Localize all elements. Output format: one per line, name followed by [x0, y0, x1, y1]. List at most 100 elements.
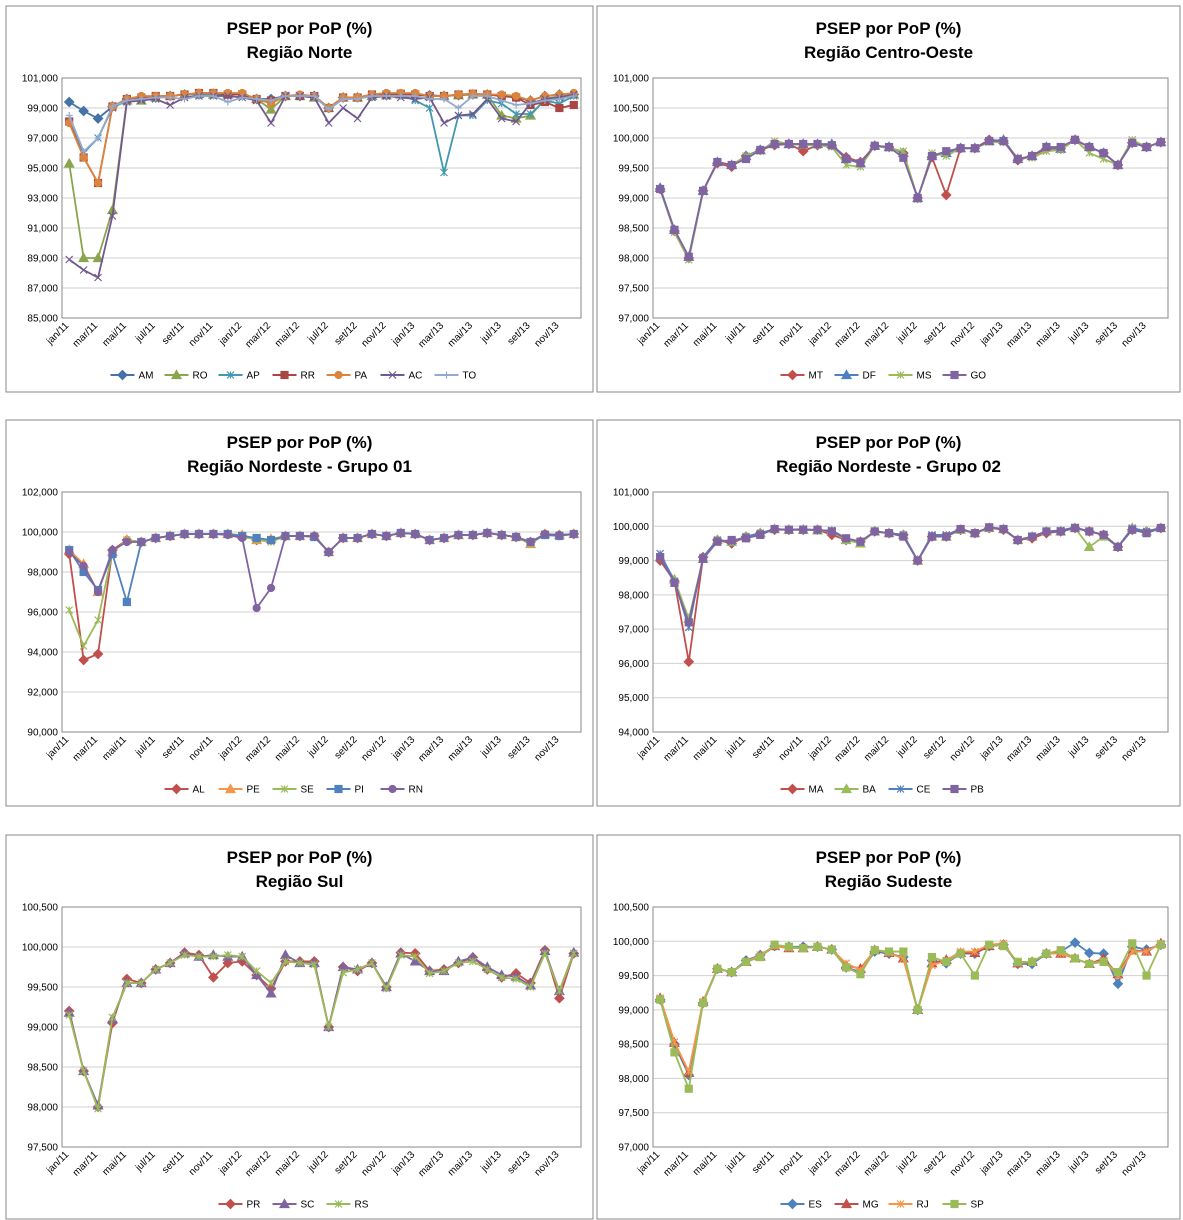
y-tick-label: 97,500 [618, 284, 649, 295]
chart-title: PSEP por PoP (%) [816, 433, 962, 452]
y-tick-label: 99,000 [618, 1005, 649, 1016]
marker [252, 533, 261, 543]
legend-label: PI [355, 785, 364, 796]
marker [108, 212, 117, 220]
y-tick-label: 100,000 [22, 528, 59, 539]
marker [151, 965, 160, 974]
marker [223, 951, 232, 959]
marker [79, 266, 88, 274]
legend-label: TO [463, 371, 477, 382]
marker [1156, 523, 1165, 533]
marker [1142, 971, 1151, 980]
legend-label: AL [193, 785, 206, 796]
marker [1113, 160, 1123, 170]
marker [1083, 541, 1095, 551]
marker [151, 533, 160, 543]
chart-panel: PSEP por PoP (%) Região Norte 85,000 87,000… [5, 5, 594, 393]
marker [942, 957, 951, 966]
marker [899, 147, 908, 156]
y-tick-label: 100,000 [613, 134, 650, 145]
y-tick-label: 96,000 [618, 659, 649, 670]
marker [927, 151, 937, 161]
marker [296, 92, 304, 100]
marker [970, 144, 979, 153]
marker [827, 141, 836, 150]
marker [152, 94, 160, 101]
marker [1085, 527, 1094, 536]
y-tick-label: 98,000 [618, 1074, 649, 1085]
marker [440, 168, 448, 177]
marker [799, 944, 808, 953]
marker [353, 533, 362, 543]
marker [770, 940, 779, 949]
marker [884, 529, 894, 538]
marker [670, 578, 679, 587]
y-tick-label: 94,000 [618, 728, 649, 739]
marker [999, 136, 1008, 146]
marker [540, 529, 550, 539]
marker [339, 533, 348, 543]
marker [483, 528, 492, 538]
plot-border [652, 906, 1169, 1148]
marker [1042, 527, 1051, 536]
marker [266, 535, 276, 545]
marker [784, 942, 794, 951]
marker [1056, 527, 1065, 536]
marker [339, 104, 348, 112]
marker [827, 945, 836, 954]
marker [426, 95, 434, 103]
marker [367, 529, 377, 539]
y-tick-label: 99,000 [27, 1023, 58, 1034]
chart-subtitle: Região Nordeste - Grupo 01 [187, 457, 412, 476]
y-tick-label: 93,000 [27, 194, 58, 205]
legend-marker [226, 371, 235, 379]
chart-panel: PSEP por PoP (%) Região Sudeste 97,000 97,5… [596, 834, 1181, 1220]
marker [684, 252, 693, 261]
marker [1069, 937, 1081, 949]
marker [527, 100, 535, 107]
marker [440, 967, 448, 975]
y-tick-label: 100,500 [613, 903, 650, 914]
marker [454, 111, 463, 120]
marker [512, 91, 521, 101]
marker [684, 618, 693, 627]
marker [1070, 954, 1080, 963]
marker [683, 656, 695, 668]
legend-label: RR [301, 371, 315, 382]
legend-marker [278, 1198, 291, 1209]
marker [123, 97, 131, 104]
marker [797, 145, 809, 157]
legend-marker [787, 1198, 798, 1210]
legend-label: PR [247, 1200, 261, 1211]
marker [526, 537, 535, 547]
marker [92, 113, 104, 124]
marker [1083, 947, 1095, 959]
marker [813, 139, 822, 149]
marker [870, 946, 879, 955]
marker [913, 1005, 922, 1014]
y-tick-label: 98,000 [27, 1103, 58, 1114]
marker [483, 965, 492, 974]
y-tick-label: 89,000 [27, 254, 58, 265]
marker [425, 969, 434, 978]
marker [1027, 957, 1037, 966]
y-tick-label: 100,500 [613, 104, 650, 115]
y-tick-label: 101,000 [613, 74, 650, 85]
marker [698, 554, 708, 563]
marker [569, 529, 578, 539]
y-tick-label: 101,000 [613, 488, 650, 499]
y-tick-label: 99,500 [27, 983, 58, 994]
y-tick-label: 97,500 [618, 1108, 649, 1119]
y-tick-label: 97,500 [27, 1143, 58, 1154]
chart-panel: PSEP por PoP (%) Região Centro-Oeste 97,00… [596, 5, 1181, 393]
marker [512, 532, 521, 542]
marker [324, 547, 333, 557]
marker [569, 949, 578, 958]
y-tick-label: 102,000 [22, 488, 59, 499]
marker [842, 154, 851, 164]
marker [526, 983, 535, 991]
chart-subtitle: Região Sudeste [825, 872, 953, 891]
legend-label: CE [917, 785, 931, 796]
marker [1128, 939, 1137, 948]
chart-title: PSEP por PoP (%) [227, 19, 373, 38]
